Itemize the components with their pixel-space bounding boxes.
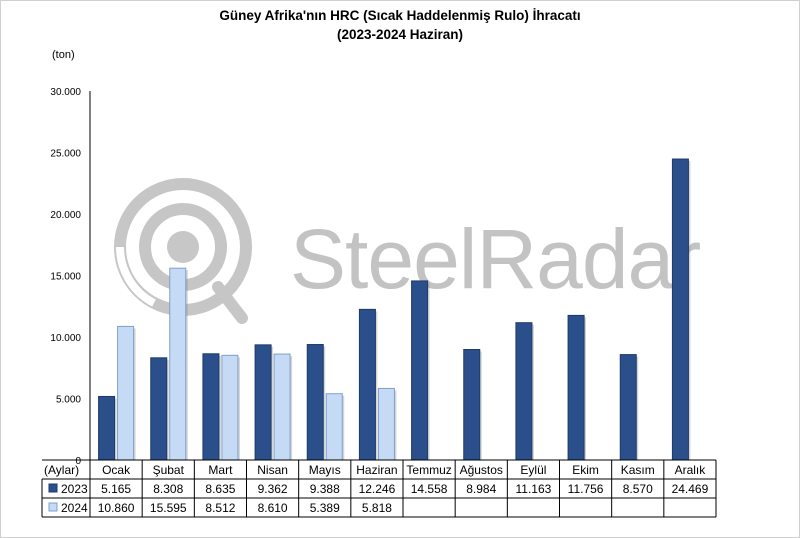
y-tick-label: 10.000 xyxy=(50,333,81,344)
data-label: 8.308 xyxy=(153,482,183,496)
data-label: 5.389 xyxy=(310,501,340,515)
bar-2023-Ekim xyxy=(567,314,585,461)
data-label: 11.163 xyxy=(516,482,552,496)
bar-2023-Mayıs xyxy=(306,344,324,461)
bar-2023-Ocak xyxy=(98,395,116,461)
bar-2024-Mart xyxy=(221,354,239,461)
category-label: Mayıs xyxy=(309,463,341,477)
y-tick-label: 0 xyxy=(75,456,81,467)
category-label: Nisan xyxy=(257,463,288,477)
data-label: 10.860 xyxy=(98,501,135,515)
legend-swatch-2024 xyxy=(48,502,58,512)
category-label: Aralık xyxy=(675,463,707,477)
data-label: 8.635 xyxy=(205,482,235,496)
bar-2023-Nisan xyxy=(254,344,272,461)
bar-2023-Şubat xyxy=(150,357,168,461)
chart-title: Güney Afrika'nın HRC (Sıcak Haddelenmiş … xyxy=(219,8,581,23)
data-label: 24.469 xyxy=(672,482,709,496)
bar-2023-Mart xyxy=(202,353,220,461)
category-label: Kasım xyxy=(621,463,655,477)
y-tick-label: 25.000 xyxy=(50,149,81,160)
category-label: Ağustos xyxy=(460,463,503,477)
data-label: 15.595 xyxy=(150,501,187,515)
bar-2024-Haziran xyxy=(377,387,395,461)
category-label: Temmuz xyxy=(406,463,451,477)
legend-series-name: 2024 xyxy=(61,501,88,515)
data-label: 8.512 xyxy=(205,501,235,515)
y-tick-label: 20.000 xyxy=(50,210,81,221)
category-label: Eylül xyxy=(520,463,546,477)
category-label: Ekim xyxy=(572,463,599,477)
watermark-text: SteelRadar xyxy=(290,212,700,306)
x-axis-label: (Aylar) xyxy=(44,463,79,477)
bar-2023-Kasım xyxy=(619,354,637,461)
y-tick-label: 5.000 xyxy=(56,395,81,406)
legend-swatch-2023 xyxy=(48,483,58,493)
y-tick-label: 30.000 xyxy=(50,87,81,98)
category-label: Ocak xyxy=(102,463,131,477)
bar-2024-Şubat xyxy=(169,267,187,461)
data-label: 14.558 xyxy=(411,482,448,496)
data-label: 8.570 xyxy=(623,482,653,496)
data-label: 8.610 xyxy=(258,501,288,515)
data-label: 8.984 xyxy=(466,482,496,496)
category-label: Mart xyxy=(208,463,233,477)
data-label: 11.756 xyxy=(568,482,604,496)
data-label: 5.818 xyxy=(362,501,392,515)
chart-subtitle: (2023-2024 Haziran) xyxy=(336,27,464,42)
legend-series-name: 2023 xyxy=(61,482,88,496)
bar-2023-Temmuz xyxy=(411,280,429,461)
data-label: 9.362 xyxy=(258,482,288,496)
y-axis-unit-label: (ton) xyxy=(52,49,75,61)
bar-2023-Aralık xyxy=(671,158,689,461)
bar-2024-Mayıs xyxy=(325,393,343,461)
bar-2024-Nisan xyxy=(273,353,291,461)
category-label: Şubat xyxy=(153,463,185,477)
bar-2023-Haziran xyxy=(358,308,376,461)
y-tick-label: 15.000 xyxy=(50,272,81,283)
bar-2024-Ocak xyxy=(117,325,135,461)
data-label: 12.246 xyxy=(359,482,396,496)
bar-2023-Eylül xyxy=(515,322,533,461)
data-label: 9.388 xyxy=(310,482,340,496)
data-label: 5.165 xyxy=(101,482,131,496)
bar-2023-Ağustos xyxy=(463,348,481,461)
category-label: Haziran xyxy=(356,463,397,477)
